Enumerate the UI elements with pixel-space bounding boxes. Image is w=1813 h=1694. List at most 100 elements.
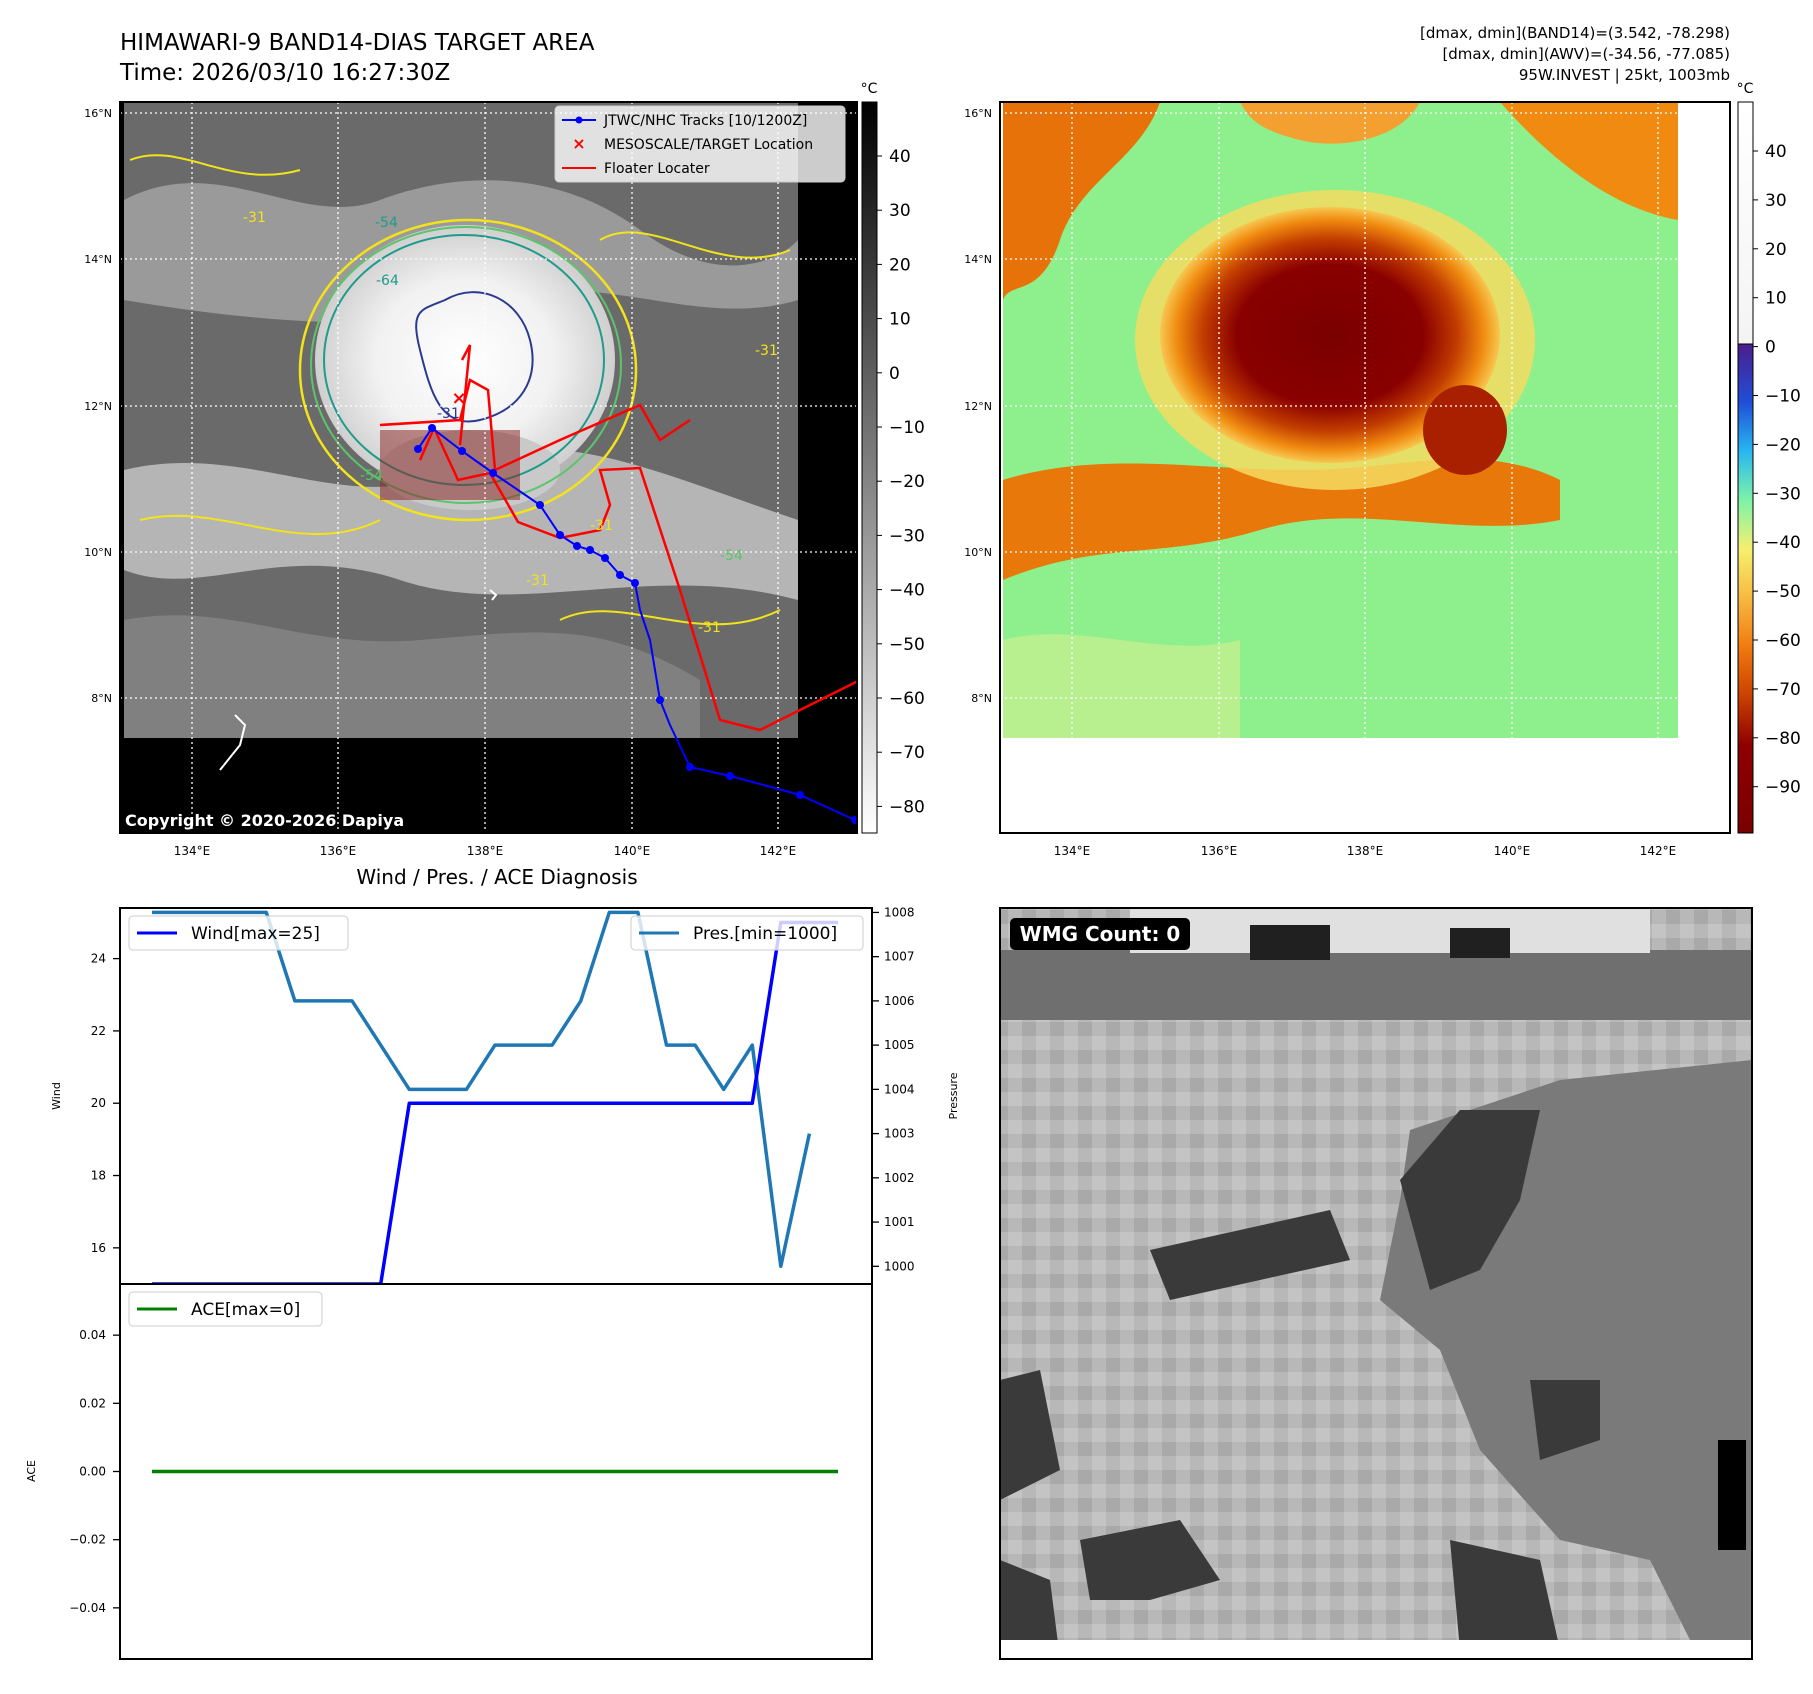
wmg-light-north xyxy=(1130,908,1650,953)
awv-colorbar-tick-label: 30 xyxy=(1765,191,1787,211)
pressure-axis-tick-label: 1000 xyxy=(884,1259,915,1273)
ir-lat-tick-label: 16°N xyxy=(84,107,112,120)
ace-axis-tick-label: 0.00 xyxy=(79,1465,106,1479)
ir-cloud-band-south xyxy=(124,449,798,600)
awv-map-frame xyxy=(999,101,1731,834)
awv-lat-tick-label: 10°N xyxy=(964,546,992,559)
wind-axis-tick-label: 18 xyxy=(91,1169,106,1183)
ir-lon-tick-label: 142°E xyxy=(760,844,797,858)
ir-contour-54 xyxy=(310,226,622,504)
jtwc-track-line xyxy=(417,426,856,821)
pressure-axis-tick-label: 1002 xyxy=(884,1171,915,1185)
pressure-axis-tick-label: 1003 xyxy=(884,1127,915,1141)
diagnosis-title: Wind / Pres. / ACE Diagnosis xyxy=(356,865,637,889)
ir-colorbar-tick-label: −70 xyxy=(889,743,925,763)
ace-axis-tick-label: −0.04 xyxy=(69,1601,106,1615)
awv-lon-tick-label: 140°E xyxy=(1494,844,1531,858)
ir-colorbar-tick-label: −80 xyxy=(889,797,925,817)
ir-colorbar-tick-label: −30 xyxy=(889,526,925,546)
pressure-axis-label: Pressure xyxy=(947,1072,960,1119)
wmg-dark-band-north xyxy=(1000,950,1752,1020)
wind-axis-label: Wind xyxy=(50,1082,63,1110)
wmg-count-badge xyxy=(1010,918,1190,950)
ir-cloud-band-lower xyxy=(124,615,700,738)
awv-colorbar-warm xyxy=(1737,101,1754,345)
contour-label: -31 xyxy=(755,343,778,359)
ace-legend-label: ACE[max=0] xyxy=(191,1300,300,1320)
figure-time: Time: 2026/03/10 16:27:30Z xyxy=(119,60,450,86)
legend-target-label: MESOSCALE/TARGET Location xyxy=(604,137,813,153)
awv-lon-tick-label: 138°E xyxy=(1347,844,1384,858)
awv-dry-band xyxy=(1003,459,1560,580)
ir-colorbar-tick-label: −10 xyxy=(889,418,925,438)
wmg-black-block-3 xyxy=(1718,1440,1746,1550)
awv-colorbar-tick-label: −50 xyxy=(1765,582,1801,602)
ace-subplot: 0.04 0.02 0.00 −0.02 −0.04 ACE ACE[max=0] xyxy=(25,1283,873,1660)
wind-axis-tick-label: 20 xyxy=(91,1096,106,1110)
legend-floater-label: Floater Locater xyxy=(604,161,710,177)
ir-colorbar-tick-label: −20 xyxy=(889,472,925,492)
awv-dry-northwest xyxy=(1003,102,1160,300)
pressure-axis-tick-label: 1004 xyxy=(884,1082,915,1096)
wmg-dark-region-2 xyxy=(1150,1210,1350,1300)
wmg-black-block-1 xyxy=(1250,925,1330,960)
awv-colorbar-cold xyxy=(1737,343,1754,834)
awv-colorbar-tick-label: −90 xyxy=(1765,778,1801,798)
contour-label: -31 xyxy=(590,518,613,534)
awv-dry-cell xyxy=(1423,385,1507,475)
ir-map-frame xyxy=(119,101,858,834)
contour-label: -31 xyxy=(698,620,721,636)
ir-lon-tick-label: 136°E xyxy=(320,844,357,858)
ir-colorbar-tick-label: 40 xyxy=(889,147,911,167)
awv-map-panel: 16°N 14°N 12°N 10°N 8°N 134°E 136°E 138°E 140°E… xyxy=(964,81,1801,858)
wind-plot-frame xyxy=(119,907,873,1285)
ir-contour-fragments xyxy=(129,154,791,626)
wind-axis-ticks: 24 22 20 18 16 xyxy=(91,952,120,1255)
awv-lon-axis: 134°E 136°E 138°E 140°E 142°E xyxy=(1054,844,1677,858)
awv-lat-tick-label: 16°N xyxy=(964,107,992,120)
target-location-marker: × xyxy=(451,388,466,409)
awv-colorbar-tick-label: 40 xyxy=(1765,142,1787,162)
pressure-axis-tick-label: 1005 xyxy=(884,1038,915,1052)
island-outline-small xyxy=(489,589,498,601)
contour-label: -31 xyxy=(526,573,549,589)
ir-lat-axis: 16°N 14°N 12°N 10°N 8°N xyxy=(84,107,112,705)
ir-colorbar xyxy=(861,101,878,834)
ir-legend: JTWC/NHC Tracks [10/1200Z] × MESOSCALE/T… xyxy=(554,105,846,183)
awv-colorbar-tick-label: −10 xyxy=(1765,387,1801,407)
wmg-count-label: WMG Count: 0 xyxy=(1020,922,1181,946)
wind-axis-tick-label: 16 xyxy=(91,1241,106,1255)
ace-legend-box xyxy=(128,1291,323,1327)
legend-track-dot xyxy=(575,116,583,124)
ir-colorbar-tick-label: −50 xyxy=(889,635,925,655)
ir-colorbar-unit: °C xyxy=(861,81,878,97)
awv-gridlines xyxy=(1000,102,1730,833)
ir-colorbar-tick-label: 30 xyxy=(889,201,911,221)
awv-colorbar-tick-label: −40 xyxy=(1765,533,1801,553)
awv-lat-tick-label: 12°N xyxy=(964,400,992,413)
awv-colorbar-unit: °C xyxy=(1737,81,1754,97)
pressure-legend-label: Pres.[min=1000] xyxy=(693,924,837,944)
floater-locater-path-1 xyxy=(418,424,857,732)
contour-label: -54 xyxy=(360,468,383,484)
figure-title: HIMAWARI-9 BAND14-DIAS TARGET AREA xyxy=(120,30,595,56)
pressure-axis-ticks: 1008 1007 1006 1005 1004 1003 1002 1001 1000 xyxy=(872,905,915,1273)
wmg-dark-region-6 xyxy=(1450,1540,1560,1650)
ace-axis-tick-label: −0.02 xyxy=(69,1533,106,1547)
ace-axis-ticks: 0.04 0.02 0.00 −0.02 −0.04 xyxy=(69,1328,120,1615)
ir-colorbar-tick-label: −40 xyxy=(889,581,925,601)
ir-no-data-south xyxy=(120,738,857,833)
ir-legend-box xyxy=(554,105,846,183)
awv-colorbar-ticks: 40 30 20 10 0 −10 −20 −30 −40 −50 −60 −70 −80 −90 xyxy=(1753,142,1801,798)
awv-moist-south xyxy=(1003,634,1240,738)
awv-colorbar-tick-label: −20 xyxy=(1765,435,1801,455)
pressure-line xyxy=(152,910,812,1269)
awv-lat-tick-label: 14°N xyxy=(964,253,992,266)
storm-info: 95W.INVEST | 25kt, 1003mb xyxy=(1519,66,1730,84)
legend-target-swatch: × xyxy=(572,134,585,153)
contour-label: -31 xyxy=(243,210,266,226)
contour-label: -54 xyxy=(375,215,398,231)
ir-colorbar-ticks: 40 30 20 10 0 −10 −20 −30 −40 −50 −60 −70 −80 xyxy=(877,147,925,817)
wind-axis-tick-label: 22 xyxy=(91,1024,106,1038)
